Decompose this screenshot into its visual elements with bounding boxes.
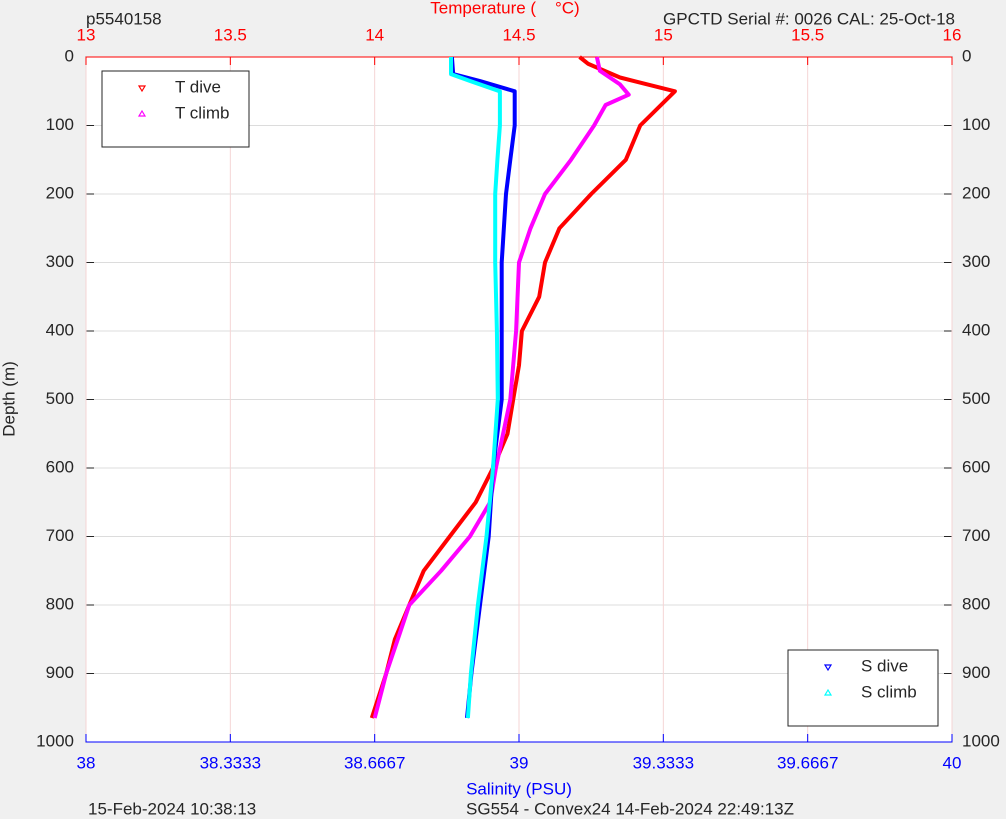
profile-line	[449, 56, 517, 719]
footer: SG554 - Convex24 14-Feb-2024 22:49:13Z	[466, 799, 794, 818]
y-tick-label: 500	[962, 389, 990, 408]
y-tick-label: 600	[962, 457, 990, 476]
x-tick-label: 39.3333	[633, 753, 694, 772]
chart-title: Temperature ( °C)	[430, 0, 579, 17]
y-tick-label: 900	[962, 663, 990, 682]
y-tick-label: 800	[962, 594, 990, 613]
legend-label: T dive	[175, 77, 221, 96]
y-tick-label: 1000	[962, 731, 1000, 750]
legend-label: S climb	[861, 682, 917, 701]
chart-subtitle: GPCTD Serial #: 0026 CAL: 25-Oct-18	[663, 9, 955, 28]
x-tick-label: 38	[77, 753, 96, 772]
y-tick-label: 900	[46, 663, 74, 682]
y-tick-label: 200	[46, 183, 74, 202]
y-tick-label: 1000	[36, 731, 74, 750]
y-tick-label: 500	[46, 389, 74, 408]
x2-tick-label: 15	[654, 25, 673, 44]
x2-tick-label: 13.5	[214, 25, 247, 44]
y-tick-label: 100	[46, 115, 74, 134]
y-tick-label: 200	[962, 183, 990, 202]
x-tick-label: 40	[943, 753, 962, 772]
y-tick-label: 400	[46, 320, 74, 339]
legend-marker	[823, 688, 833, 696]
x-tick-label: 39	[510, 753, 529, 772]
footer: 15-Feb-2024 10:38:13	[88, 799, 256, 818]
x-tick-label: 39.6667	[777, 753, 838, 772]
x2-tick-label: 14.5	[502, 25, 535, 44]
profile-line	[369, 55, 677, 719]
chart-label: p5540158	[86, 9, 162, 28]
x2-tick-label: 15.5	[791, 25, 824, 44]
legend-marker	[137, 109, 147, 117]
x-tick-label: 38.3333	[200, 753, 261, 772]
y-tick-label: 800	[46, 594, 74, 613]
y-axis-title: Depth (m)	[0, 361, 18, 437]
y-tick-label: 300	[962, 252, 990, 271]
legend-marker	[137, 85, 147, 93]
x-tick-label: 38.6667	[344, 753, 405, 772]
x-axis-title: Salinity (PSU)	[466, 779, 572, 798]
x2-tick-label: 13	[77, 25, 96, 44]
x2-tick-label: 14	[365, 25, 384, 44]
legend-label: S dive	[861, 656, 908, 675]
legend-label: T climb	[175, 103, 229, 122]
y-tick-label: 600	[46, 457, 74, 476]
legend-marker	[823, 664, 833, 672]
legend	[787, 649, 939, 727]
y-tick-label: 100	[962, 115, 990, 134]
y-tick-label: 0	[962, 46, 971, 65]
y-tick-label: 400	[962, 320, 990, 339]
y-tick-label: 700	[46, 526, 74, 545]
y-tick-label: 700	[962, 526, 990, 545]
legend	[101, 70, 250, 148]
y-tick-label: 300	[46, 252, 74, 271]
profile-line	[372, 56, 631, 719]
y-tick-label: 0	[65, 46, 74, 65]
profile-line	[449, 57, 502, 719]
x2-tick-label: 16	[943, 25, 962, 44]
